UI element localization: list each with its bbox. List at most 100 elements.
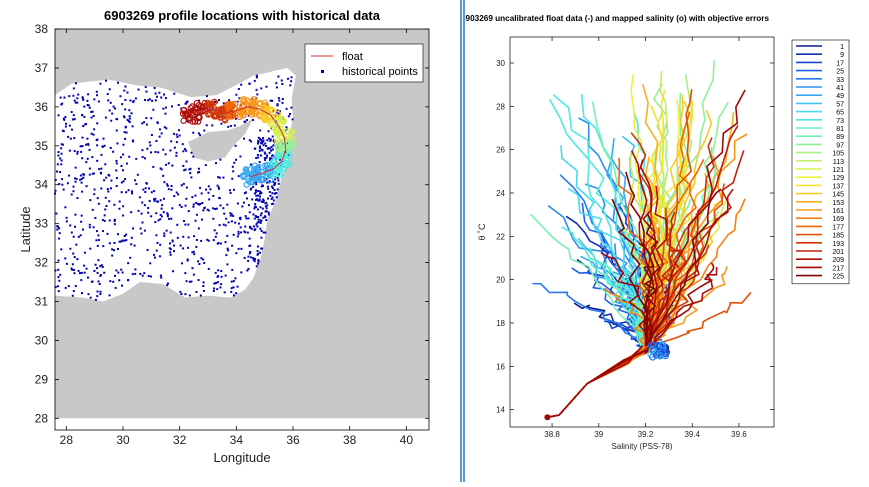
historical-point (166, 215, 169, 218)
historical-point (91, 172, 94, 175)
mapped-salinity-marker (649, 345, 657, 353)
historical-point (197, 279, 200, 282)
historical-point (180, 205, 183, 208)
historical-point (88, 148, 91, 151)
historical-point (123, 116, 126, 119)
historical-point (143, 157, 146, 160)
historical-point (118, 279, 121, 282)
historical-point (115, 169, 118, 172)
legend-historical-marker (321, 70, 324, 73)
historical-point (264, 205, 267, 208)
historical-point (97, 202, 100, 205)
historical-point (255, 183, 258, 186)
historical-point (158, 91, 161, 94)
historical-point (121, 103, 124, 106)
historical-point (79, 178, 82, 181)
historical-point (215, 162, 218, 165)
historical-point (108, 200, 111, 203)
historical-point (103, 219, 106, 222)
historical-point (81, 292, 84, 295)
historical-point (125, 239, 128, 242)
ts-legend-label: 225 (832, 274, 844, 281)
x-tick-label: 32 (173, 433, 187, 447)
historical-point (96, 290, 99, 293)
historical-point (69, 224, 72, 227)
historical-point (92, 226, 95, 229)
historical-point (99, 273, 102, 276)
float-profile-marker (279, 118, 287, 125)
historical-point (62, 117, 65, 120)
historical-point (70, 111, 73, 114)
historical-point (235, 252, 238, 255)
historical-point (285, 107, 288, 110)
historical-point (188, 280, 191, 283)
historical-point (88, 173, 91, 176)
historical-point (80, 177, 83, 180)
historical-point (198, 171, 201, 174)
historical-point (141, 156, 144, 159)
historical-point (275, 120, 278, 123)
historical-point (126, 91, 129, 94)
historical-point (153, 86, 156, 89)
historical-point (143, 229, 146, 232)
historical-point (182, 247, 185, 250)
historical-point (76, 150, 79, 153)
historical-point (205, 95, 208, 98)
historical-point (229, 212, 232, 215)
historical-point (212, 289, 215, 292)
historical-point (170, 217, 173, 220)
historical-point (152, 253, 155, 256)
float-profile-marker (218, 106, 225, 114)
historical-point (275, 196, 278, 199)
profile-location-map: 6903269 profile locations with historica… (18, 8, 430, 465)
historical-point (265, 201, 268, 204)
float-profile-marker (225, 113, 232, 120)
historical-point (231, 165, 234, 168)
historical-point (278, 173, 281, 176)
historical-point (158, 255, 161, 258)
historical-point (54, 286, 57, 289)
historical-point (73, 177, 76, 180)
historical-point (182, 150, 185, 153)
historical-point (71, 263, 74, 266)
historical-point (159, 274, 162, 277)
historical-point (71, 268, 74, 271)
historical-point (217, 269, 220, 272)
historical-point (149, 275, 152, 278)
historical-point (109, 187, 112, 190)
historical-point (64, 116, 67, 119)
mapped-salinity-marker (648, 346, 656, 355)
ts-legend-label: 121 (832, 167, 844, 174)
historical-point (120, 191, 123, 194)
historical-point (275, 86, 278, 89)
historical-point (96, 122, 99, 125)
historical-point (238, 217, 241, 220)
historical-point (219, 204, 222, 207)
historical-point (182, 182, 185, 185)
historical-point (264, 231, 267, 234)
historical-point (80, 271, 83, 274)
historical-point (205, 124, 208, 127)
historical-point (205, 188, 208, 191)
historical-point (67, 285, 70, 288)
panel-divider-left (460, 0, 462, 482)
historical-point (218, 196, 221, 199)
historical-point (145, 123, 148, 126)
historical-point (81, 97, 84, 100)
historical-point (194, 194, 197, 197)
historical-point (96, 197, 99, 200)
historical-point (186, 258, 189, 261)
historical-point (65, 220, 68, 223)
historical-point (147, 187, 150, 190)
historical-point (185, 280, 188, 283)
profile-line (530, 213, 647, 354)
historical-point (78, 272, 81, 275)
historical-point (94, 263, 97, 266)
ts-y-tick-label: 28 (496, 102, 505, 111)
historical-point (199, 186, 202, 189)
historical-point (105, 176, 108, 179)
ts-x-tick-label: 39 (594, 430, 603, 439)
historical-point (121, 169, 124, 172)
historical-point (287, 77, 290, 80)
historical-point (253, 229, 256, 232)
